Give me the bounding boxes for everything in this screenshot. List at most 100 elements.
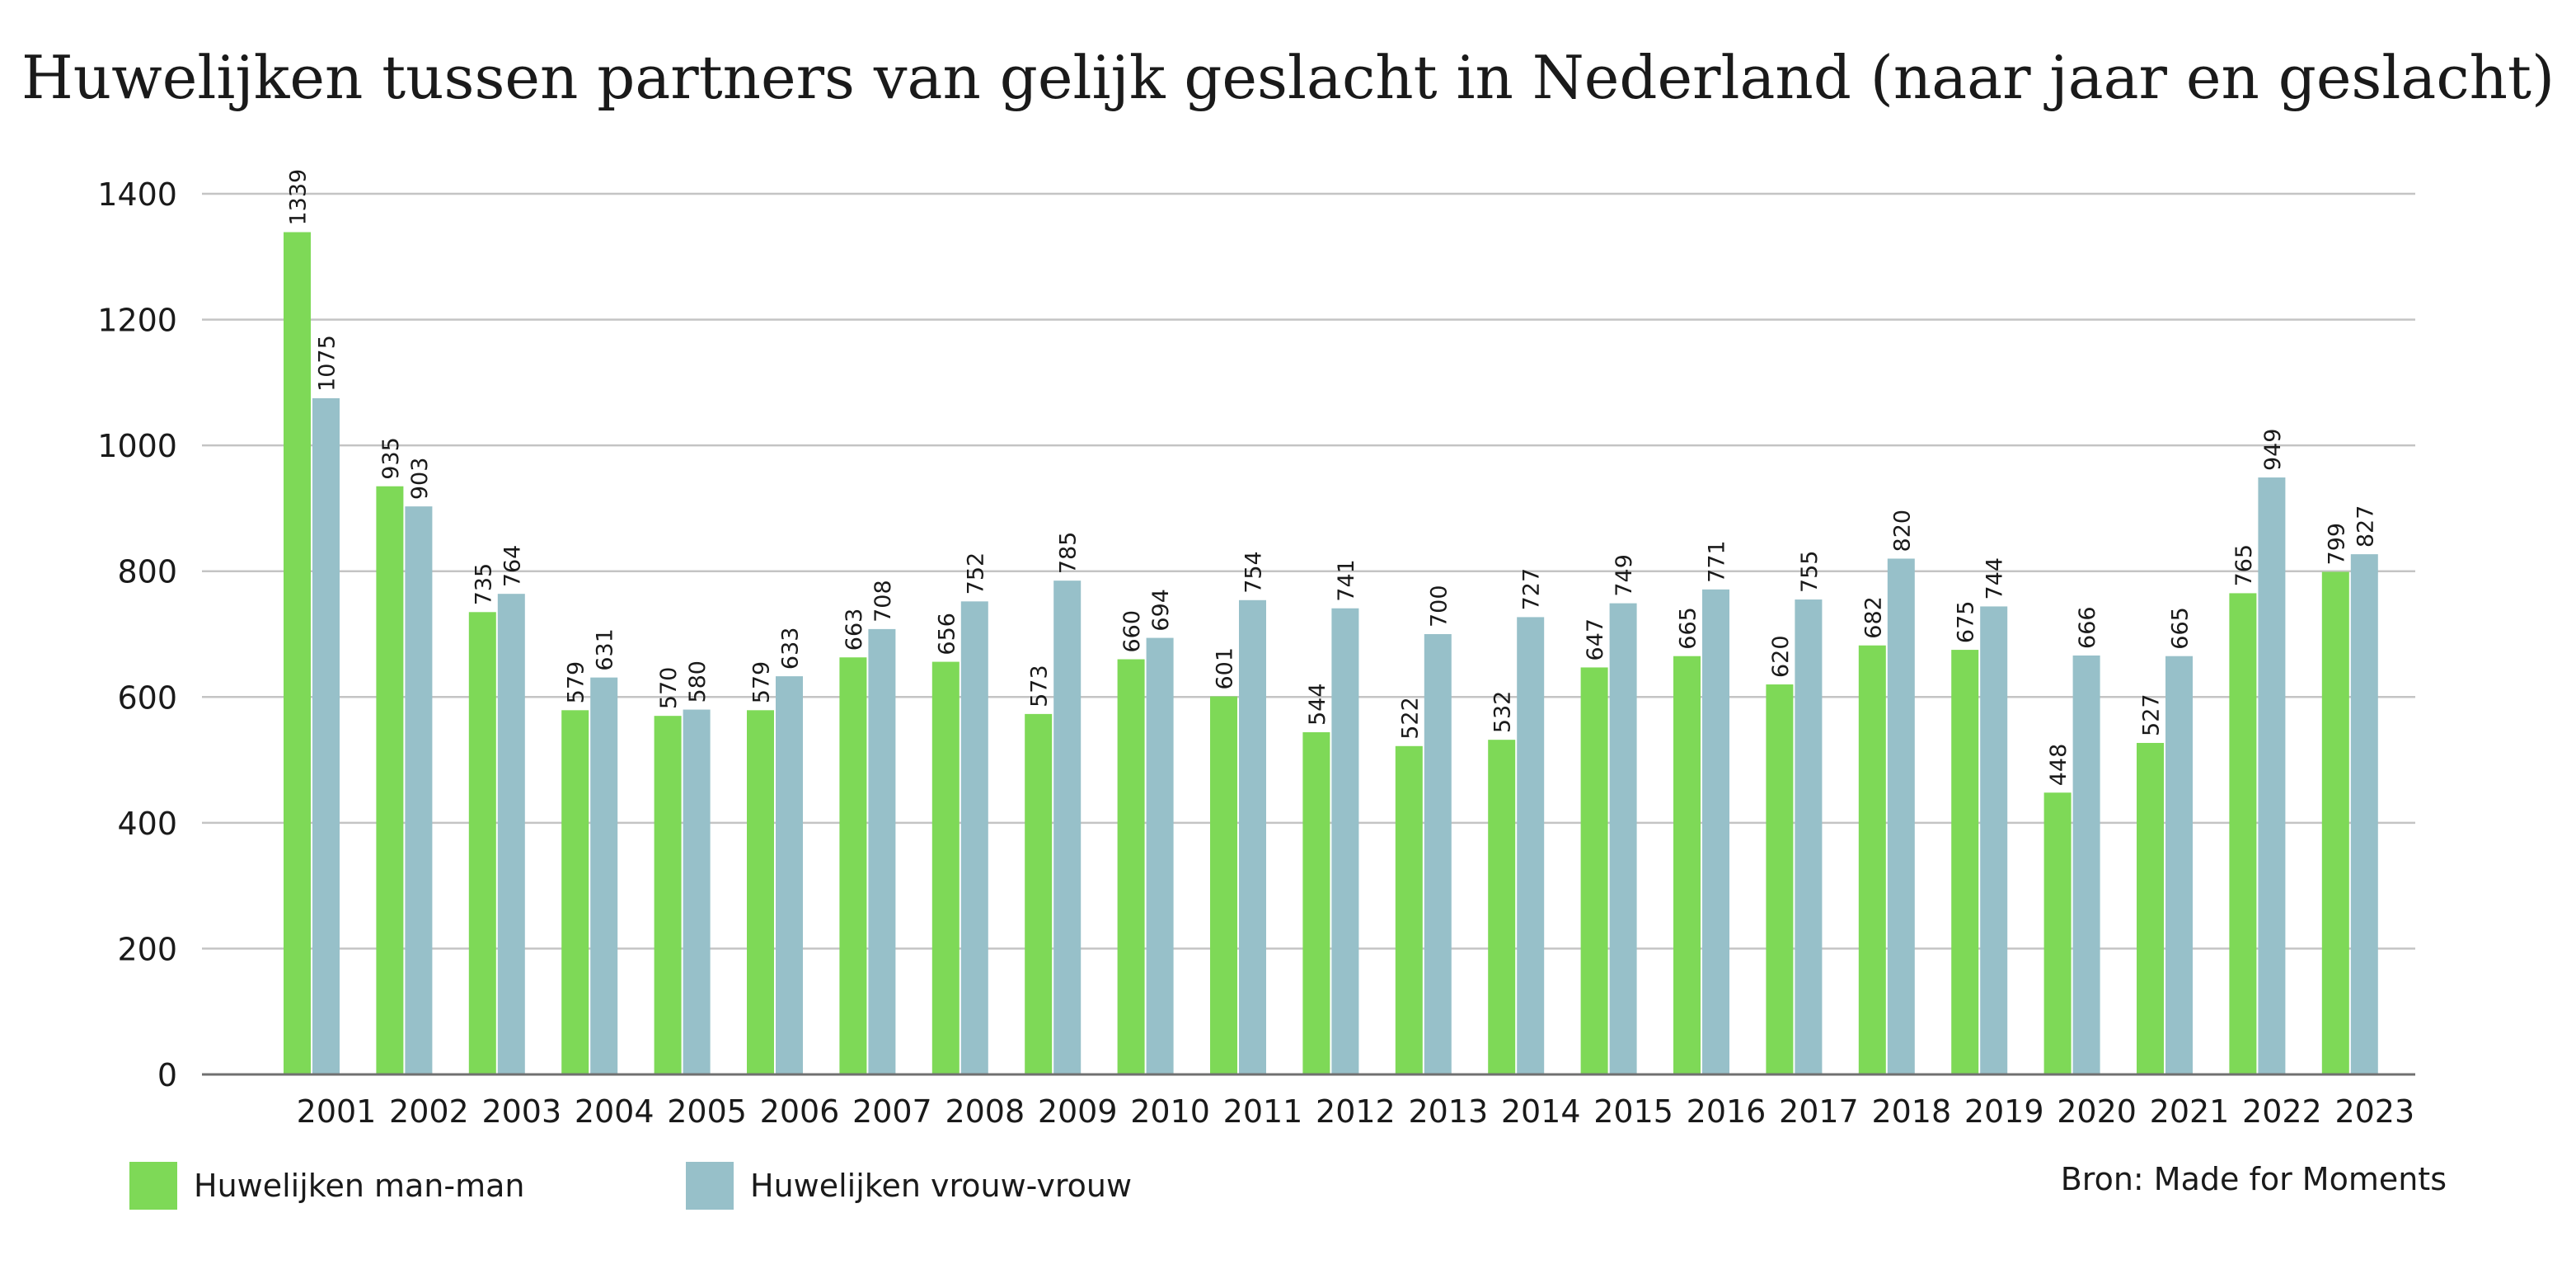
x-tick-label-2002: 2002 (389, 1093, 469, 1130)
bar-vrouw-vrouw-2011 (1239, 599, 1266, 1074)
data-label-vrouw-vrouw-2008: 752 (963, 552, 988, 595)
bar-vrouw-vrouw-2012 (1331, 608, 1359, 1074)
data-label-man-man-2009: 573 (1027, 665, 1053, 707)
bar-vrouw-vrouw-2017 (1795, 599, 1823, 1074)
legend-label-vrouw-vrouw: Huwelijken vrouw-vrouw (750, 1168, 1133, 1204)
x-tick-label-2008: 2008 (945, 1093, 1025, 1130)
bar-man-man-2007 (839, 657, 867, 1074)
data-label-man-man-2020: 448 (2046, 744, 2072, 787)
data-label-vrouw-vrouw-2015: 749 (1612, 554, 1637, 597)
bar-man-man-2013 (1395, 745, 1423, 1074)
y-tick-label-1200: 1200 (97, 303, 177, 339)
data-label-vrouw-vrouw-2021: 665 (2168, 607, 2194, 650)
x-tick-label-2014: 2014 (1501, 1093, 1581, 1130)
data-label-man-man-2022: 765 (2231, 544, 2257, 587)
data-label-man-man-2006: 579 (749, 661, 775, 704)
x-tick-label-2004: 2004 (575, 1093, 655, 1130)
bar-vrouw-vrouw-2005 (683, 709, 711, 1074)
x-tick-label-2007: 2007 (852, 1093, 932, 1130)
bar-man-man-2002 (376, 486, 404, 1074)
bar-vrouw-vrouw-2008 (960, 601, 988, 1074)
bar-vrouw-vrouw-2010 (1146, 637, 1174, 1074)
bar-vrouw-vrouw-2020 (2072, 655, 2100, 1074)
source-note: Bron: Made for Moments (2060, 1161, 2447, 1197)
data-label-man-man-2019: 675 (1954, 601, 1979, 644)
bar-vrouw-vrouw-2014 (1517, 617, 1545, 1074)
bar-man-man-2019 (1951, 650, 1979, 1074)
data-label-man-man-2018: 682 (1860, 596, 1886, 639)
bar-vrouw-vrouw-2006 (776, 676, 803, 1074)
data-label-man-man-2021: 527 (2139, 693, 2165, 736)
data-label-vrouw-vrouw-2019: 744 (1982, 557, 2008, 600)
data-label-man-man-2002: 935 (378, 437, 404, 480)
legend-swatch-man-man (129, 1162, 177, 1210)
bar-man-man-2018 (1858, 645, 1886, 1074)
x-tick-label-2013: 2013 (1408, 1093, 1488, 1130)
bar-man-man-2021 (2137, 742, 2164, 1074)
data-label-man-man-2001: 1339 (286, 169, 312, 226)
bar-man-man-2017 (1766, 684, 1794, 1074)
data-label-vrouw-vrouw-2014: 727 (1519, 568, 1545, 611)
data-label-man-man-2012: 544 (1305, 683, 1330, 726)
data-label-vrouw-vrouw-2007: 708 (870, 580, 896, 623)
x-tick-label-2010: 2010 (1130, 1093, 1210, 1130)
bar-vrouw-vrouw-2015 (1609, 603, 1637, 1074)
x-tick-label-2018: 2018 (1871, 1093, 1951, 1130)
data-label-man-man-2013: 522 (1397, 697, 1423, 740)
data-label-vrouw-vrouw-2002: 903 (407, 458, 433, 501)
bar-vrouw-vrouw-2009 (1053, 581, 1082, 1074)
bar-vrouw-vrouw-2019 (1980, 606, 2008, 1074)
bar-vrouw-vrouw-2023 (2350, 554, 2378, 1074)
data-label-vrouw-vrouw-2013: 700 (1426, 585, 1452, 628)
data-label-man-man-2007: 663 (842, 609, 867, 651)
bar-man-man-2016 (1673, 656, 1701, 1074)
bar-man-man-2006 (747, 710, 774, 1074)
x-tick-label-2020: 2020 (2057, 1093, 2137, 1130)
data-label-vrouw-vrouw-2003: 764 (500, 545, 525, 588)
y-tick-label-0: 0 (157, 1057, 177, 1093)
bar-vrouw-vrouw-2003 (497, 594, 525, 1074)
y-tick-label-400: 400 (117, 806, 177, 842)
bar-vrouw-vrouw-2016 (1702, 589, 1729, 1074)
x-tick-label-2003: 2003 (481, 1093, 561, 1130)
y-tick-label-200: 200 (117, 931, 177, 967)
data-label-vrouw-vrouw-2017: 755 (1797, 550, 1823, 593)
data-label-man-man-2010: 660 (1119, 610, 1145, 653)
data-label-man-man-2004: 579 (564, 661, 589, 704)
data-label-vrouw-vrouw-2009: 785 (1056, 532, 1082, 575)
legend-item-vrouw-vrouw: Huwelijken vrouw-vrouw (686, 1161, 1132, 1210)
legend-label-man-man: Huwelijken man-man (194, 1168, 525, 1204)
data-label-vrouw-vrouw-2011: 754 (1241, 551, 1267, 594)
data-label-vrouw-vrouw-2022: 949 (2260, 429, 2286, 472)
data-label-vrouw-vrouw-2012: 741 (1334, 559, 1359, 602)
bar-man-man-2020 (2043, 792, 2072, 1074)
bar-man-man-2011 (1210, 696, 1237, 1074)
data-label-vrouw-vrouw-2005: 580 (685, 660, 711, 703)
data-label-vrouw-vrouw-2023: 827 (2353, 505, 2378, 548)
bar-vrouw-vrouw-2007 (868, 628, 896, 1074)
data-label-vrouw-vrouw-2006: 633 (778, 628, 804, 670)
data-label-vrouw-vrouw-2016: 771 (1705, 540, 1730, 583)
x-tick-label-2023: 2023 (2334, 1093, 2414, 1130)
bar-man-man-2012 (1302, 732, 1330, 1074)
data-label-man-man-2014: 532 (1490, 691, 1516, 734)
bar-man-man-2014 (1488, 740, 1516, 1074)
bar-man-man-2022 (2229, 593, 2257, 1074)
bar-man-man-2001 (284, 232, 311, 1074)
data-label-vrouw-vrouw-2001: 1075 (315, 335, 340, 392)
data-label-man-man-2011: 601 (1213, 647, 1238, 690)
y-tick-label-1000: 1000 (97, 428, 177, 464)
data-label-man-man-2017: 620 (1768, 635, 1794, 678)
data-label-man-man-2003: 735 (471, 563, 496, 606)
x-tick-label-2017: 2017 (1779, 1093, 1859, 1130)
data-label-man-man-2008: 656 (934, 613, 960, 656)
bar-man-man-2005 (654, 716, 682, 1074)
bar-vrouw-vrouw-2001 (312, 397, 340, 1074)
y-tick-label-800: 800 (117, 554, 177, 590)
chart-title: Huwelijken tussen partners van gelijk ge… (21, 43, 2555, 112)
bar-man-man-2009 (1025, 713, 1053, 1074)
data-label-man-man-2005: 570 (656, 667, 682, 710)
x-tick-label-2022: 2022 (2242, 1093, 2322, 1130)
bar-vrouw-vrouw-2004 (590, 677, 618, 1074)
